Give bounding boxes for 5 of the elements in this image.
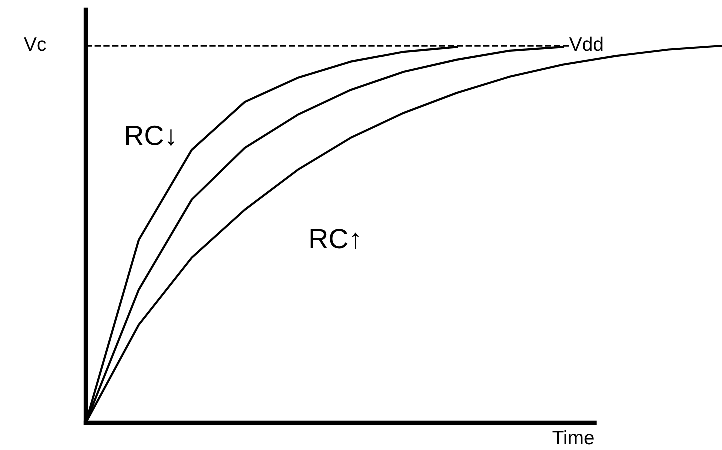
annotation: RC↑ <box>310 229 359 250</box>
y-axis-title: Vc <box>24 38 46 52</box>
x-axis-title: Time <box>552 430 594 445</box>
ref-line-label: Vdd <box>569 36 603 52</box>
annotation: RC↓ <box>126 126 174 146</box>
